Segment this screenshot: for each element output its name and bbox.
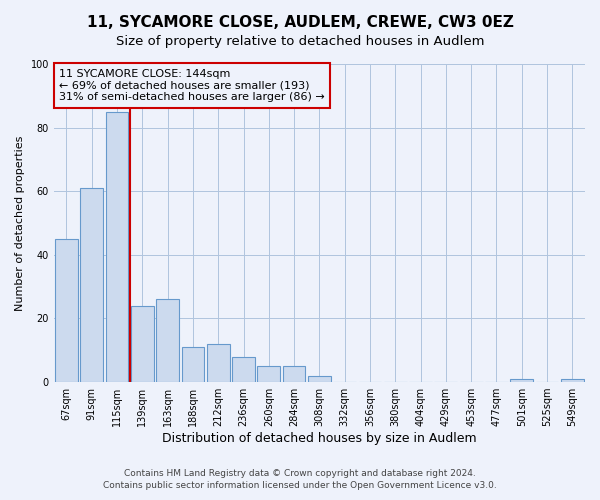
Bar (182, 347, 205, 382)
Bar (511, 379, 533, 382)
Text: 11, SYCAMORE CLOSE, AUDLEM, CREWE, CW3 0EZ: 11, SYCAMORE CLOSE, AUDLEM, CREWE, CW3 0… (86, 15, 514, 30)
X-axis label: Distribution of detached houses by size in Audlem: Distribution of detached houses by size … (162, 432, 477, 445)
Text: Contains HM Land Registry data © Crown copyright and database right 2024.
Contai: Contains HM Land Registry data © Crown c… (103, 468, 497, 490)
Bar (232, 356, 255, 382)
Bar (106, 112, 128, 382)
Bar (308, 376, 331, 382)
Text: Size of property relative to detached houses in Audlem: Size of property relative to detached ho… (116, 35, 484, 48)
Bar (561, 379, 584, 382)
Bar (80, 188, 103, 382)
Bar (156, 300, 179, 382)
Y-axis label: Number of detached properties: Number of detached properties (15, 136, 25, 310)
Bar (131, 306, 154, 382)
Bar (283, 366, 305, 382)
Text: 11 SYCAMORE CLOSE: 144sqm
← 69% of detached houses are smaller (193)
31% of semi: 11 SYCAMORE CLOSE: 144sqm ← 69% of detac… (59, 69, 325, 102)
Bar (207, 344, 230, 382)
Bar (55, 239, 78, 382)
Bar (257, 366, 280, 382)
